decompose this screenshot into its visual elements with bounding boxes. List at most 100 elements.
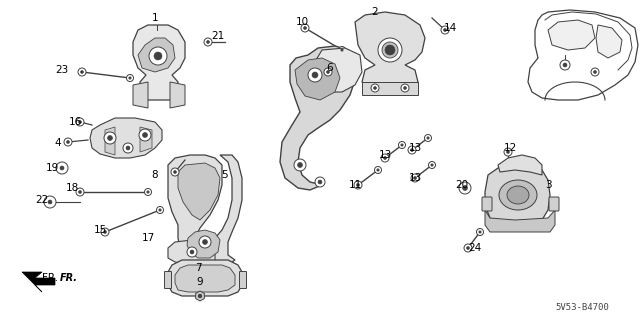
Circle shape [403, 86, 406, 90]
Text: 21: 21 [211, 31, 225, 41]
Text: 11: 11 [348, 180, 362, 190]
Circle shape [139, 129, 151, 141]
Circle shape [399, 142, 406, 149]
Text: 5: 5 [221, 170, 228, 180]
Circle shape [198, 294, 202, 298]
Text: 2: 2 [372, 7, 378, 17]
Circle shape [477, 228, 483, 235]
Circle shape [374, 86, 376, 90]
Circle shape [44, 196, 56, 208]
Polygon shape [168, 260, 242, 296]
Polygon shape [280, 46, 355, 190]
Circle shape [410, 149, 413, 152]
Circle shape [298, 162, 303, 167]
Polygon shape [485, 165, 550, 228]
Circle shape [431, 164, 433, 166]
Text: 8: 8 [152, 170, 158, 180]
Circle shape [149, 47, 167, 65]
Polygon shape [133, 82, 148, 108]
Text: 19: 19 [45, 163, 59, 173]
Circle shape [378, 38, 402, 62]
Circle shape [127, 75, 134, 81]
Polygon shape [140, 127, 152, 152]
Circle shape [294, 159, 306, 171]
FancyBboxPatch shape [549, 197, 559, 211]
Ellipse shape [507, 186, 529, 204]
Circle shape [441, 26, 449, 34]
Polygon shape [22, 272, 55, 292]
Text: 7: 7 [195, 263, 202, 273]
Circle shape [444, 28, 447, 32]
Circle shape [56, 162, 68, 174]
Circle shape [413, 176, 417, 180]
Text: 17: 17 [141, 233, 155, 243]
Circle shape [506, 151, 509, 153]
Polygon shape [170, 82, 185, 108]
Circle shape [312, 72, 318, 78]
Text: 24: 24 [468, 243, 482, 253]
Circle shape [76, 118, 84, 126]
Ellipse shape [499, 180, 537, 210]
Text: 22: 22 [35, 195, 49, 205]
Text: 23: 23 [56, 65, 68, 75]
Polygon shape [133, 25, 185, 100]
Circle shape [79, 190, 81, 194]
Circle shape [463, 186, 467, 190]
Polygon shape [138, 38, 175, 72]
Polygon shape [315, 48, 362, 92]
Text: 18: 18 [65, 183, 79, 193]
Circle shape [48, 200, 52, 204]
Circle shape [371, 84, 379, 92]
Circle shape [79, 121, 81, 123]
FancyBboxPatch shape [164, 271, 172, 288]
Circle shape [301, 24, 309, 32]
Polygon shape [548, 20, 595, 50]
Circle shape [593, 70, 596, 73]
Circle shape [479, 231, 481, 233]
Circle shape [78, 68, 86, 76]
Circle shape [354, 181, 362, 189]
Circle shape [315, 177, 325, 187]
Circle shape [157, 206, 163, 213]
Circle shape [159, 209, 161, 211]
Circle shape [126, 146, 130, 150]
Circle shape [318, 180, 322, 184]
Circle shape [385, 45, 395, 55]
Circle shape [341, 49, 343, 51]
Circle shape [204, 38, 212, 46]
Circle shape [202, 240, 207, 244]
Polygon shape [528, 10, 638, 100]
Text: 12: 12 [504, 143, 516, 153]
Polygon shape [178, 163, 220, 220]
Circle shape [101, 228, 109, 236]
Text: 10: 10 [296, 17, 308, 27]
Text: 1: 1 [152, 13, 158, 23]
Polygon shape [596, 25, 622, 58]
Circle shape [591, 68, 599, 76]
Circle shape [339, 47, 346, 54]
Polygon shape [295, 58, 340, 100]
Text: 14: 14 [444, 23, 456, 33]
Circle shape [326, 70, 330, 73]
FancyBboxPatch shape [482, 197, 492, 211]
Circle shape [154, 52, 162, 60]
Text: FR.: FR. [60, 273, 78, 283]
Text: 15: 15 [93, 225, 107, 235]
Polygon shape [362, 82, 418, 95]
Polygon shape [168, 155, 242, 265]
Polygon shape [485, 210, 555, 232]
Circle shape [129, 77, 131, 79]
Circle shape [173, 170, 177, 174]
Circle shape [408, 146, 416, 154]
Circle shape [504, 148, 512, 156]
Circle shape [374, 167, 381, 174]
Circle shape [60, 166, 64, 170]
Text: FR.: FR. [42, 273, 58, 283]
Circle shape [308, 68, 322, 82]
Circle shape [207, 41, 209, 43]
Polygon shape [355, 12, 425, 90]
Circle shape [303, 26, 307, 29]
Circle shape [76, 188, 84, 196]
Circle shape [143, 132, 147, 137]
Polygon shape [175, 265, 235, 292]
